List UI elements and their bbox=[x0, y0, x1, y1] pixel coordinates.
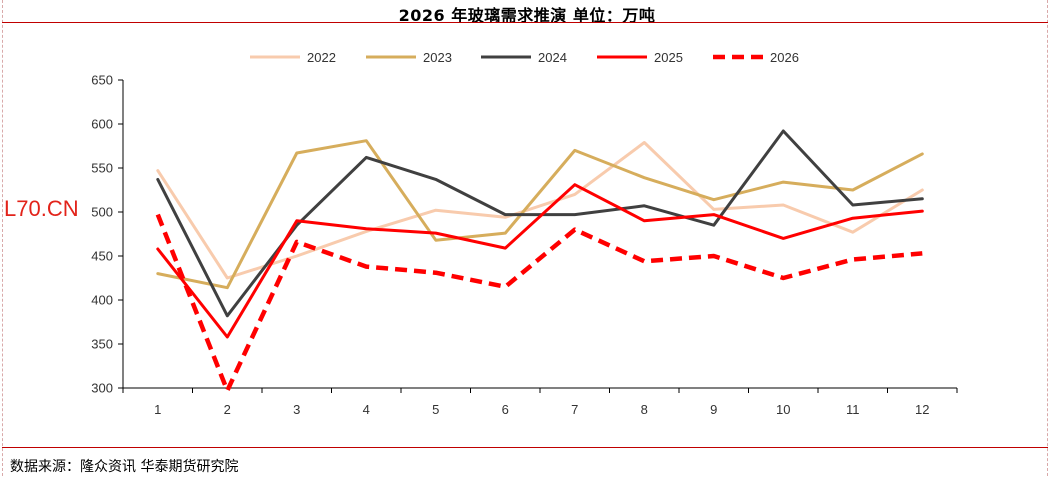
y-tick-label: 650 bbox=[91, 73, 113, 88]
x-tick-label: 4 bbox=[363, 402, 370, 417]
x-tick-label: 1 bbox=[154, 402, 161, 417]
legend-label-2024: 2024 bbox=[538, 50, 567, 65]
x-tick-label: 7 bbox=[571, 402, 578, 417]
series-line-2026 bbox=[155, 213, 923, 393]
x-tick-label: 3 bbox=[293, 402, 300, 417]
chart-title: 2026 年玻璃需求推演 单位：万吨 bbox=[398, 6, 656, 25]
series-line-2025 bbox=[156, 183, 924, 339]
y-tick-label: 550 bbox=[91, 161, 113, 176]
series-line-2024 bbox=[156, 129, 924, 318]
watermark-text: L70.CN bbox=[4, 196, 79, 221]
y-tick-label: 450 bbox=[91, 249, 113, 264]
y-tick-label: 500 bbox=[91, 205, 113, 220]
x-tick-label: 10 bbox=[776, 402, 790, 417]
x-tick-label: 9 bbox=[710, 402, 717, 417]
footer-divider bbox=[2, 447, 1048, 448]
x-tick-label: 5 bbox=[432, 402, 439, 417]
y-tick-label: 400 bbox=[91, 293, 113, 308]
y-tick-label: 300 bbox=[91, 381, 113, 396]
legend-label-2023: 2023 bbox=[423, 50, 452, 65]
x-tick-label: 11 bbox=[846, 402, 860, 417]
data-source: 数据来源：隆众资讯 华泰期货研究院 bbox=[10, 459, 239, 475]
x-tick-label: 2 bbox=[224, 402, 231, 417]
y-tick-label: 600 bbox=[91, 117, 113, 132]
series-lines bbox=[155, 129, 924, 393]
legend-label-2025: 2025 bbox=[654, 50, 683, 65]
x-tick-label: 8 bbox=[641, 402, 648, 417]
series-line-2022 bbox=[156, 141, 924, 280]
legend: 2022 2023 2024 2025 2026 bbox=[250, 50, 799, 65]
legend-label-2022: 2022 bbox=[307, 50, 336, 65]
x-tick-label: 6 bbox=[502, 402, 509, 417]
y-tick-label: 350 bbox=[91, 337, 113, 352]
title-divider bbox=[2, 22, 1048, 23]
series-line-2023 bbox=[156, 139, 924, 290]
x-tick-label: 12 bbox=[915, 402, 929, 417]
legend-label-2026: 2026 bbox=[770, 50, 799, 65]
